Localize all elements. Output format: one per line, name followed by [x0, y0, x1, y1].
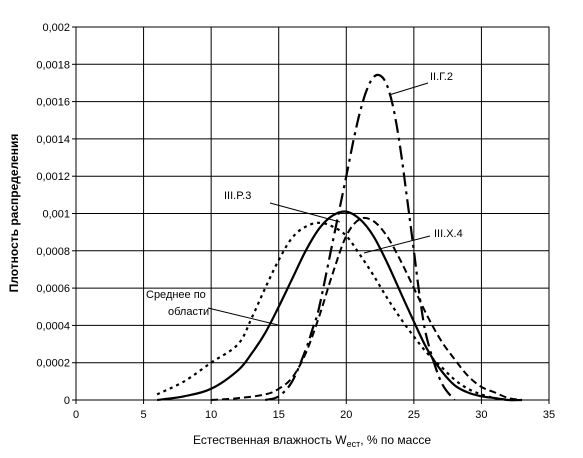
leader-ii-g-2 [388, 82, 429, 96]
y-tick-label: 0,0008 [36, 246, 70, 258]
label-iii-x-4: III.X.4 [434, 228, 463, 240]
y-tick-labels: 0 0,0002 0,0004 0,0006 0,0008 0,001 0,0012 0,00… [36, 22, 76, 407]
x-tick-label: 10 [205, 409, 217, 421]
y-tick-label: 0,001 [42, 209, 70, 221]
y-tick-label: 0,0014 [36, 134, 70, 146]
x-axis-title-subscript: ест [347, 439, 361, 449]
y-tick-label: 0,002 [42, 22, 70, 34]
x-axis-title-tail: , % по массе [360, 433, 431, 447]
label-srednee-line2: области [168, 306, 209, 318]
series-line-2 [211, 216, 523, 401]
annotations: II.Г.2 III.P.3 III.X.4 Среднее по област… [146, 71, 463, 326]
x-tick-labels: 0 5 10 15 20 25 30 35 [73, 400, 555, 421]
label-srednee-line1: Среднее по [146, 289, 206, 301]
x-tick-label: 5 [141, 409, 147, 421]
x-tick-label: 20 [340, 409, 352, 421]
x-tick-label: 15 [273, 409, 285, 421]
y-tick-label: 0,0006 [36, 283, 70, 295]
x-tick-label: 30 [475, 409, 487, 421]
x-tick-label: 25 [408, 409, 420, 421]
x-tick-label: 35 [543, 409, 555, 421]
y-tick-label: 0,0002 [36, 358, 70, 370]
grid-lines [76, 27, 549, 400]
leader-iii-x-4 [363, 235, 431, 254]
y-tick-label: 0,0016 [36, 97, 70, 109]
y-tick-label: 0,0018 [36, 59, 70, 71]
series-line-1 [156, 221, 509, 402]
label-ii-g-2: II.Г.2 [430, 71, 453, 83]
y-axis-title: Плотность распределения [7, 134, 21, 293]
leader-srednee [207, 307, 279, 326]
series-line-0 [156, 210, 523, 402]
x-axis-title: Естественная влажность Wест, % по массе [193, 433, 431, 449]
label-iii-p-3: III.P.3 [224, 190, 251, 202]
series-lines [156, 73, 523, 402]
y-tick-label: 0 [64, 395, 70, 407]
series-line-3 [264, 73, 456, 402]
x-tick-label: 0 [73, 409, 79, 421]
leader-iii-p-3 [269, 202, 341, 223]
y-tick-label: 0,0004 [36, 320, 70, 332]
y-tick-label: 0,0012 [36, 171, 70, 183]
